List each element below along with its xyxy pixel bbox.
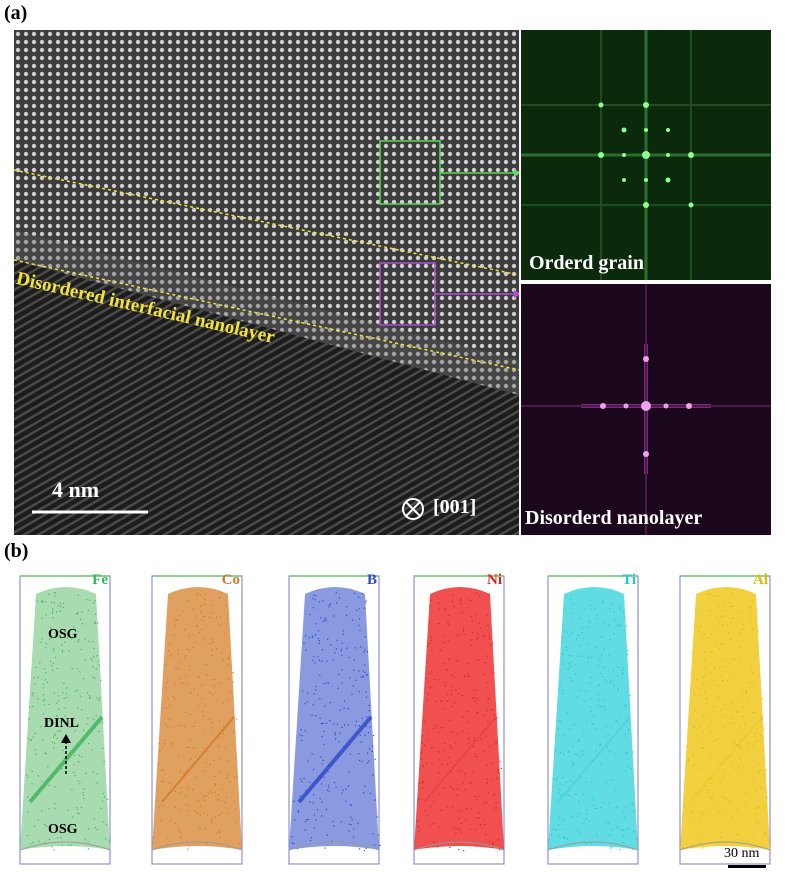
interfacial-band-ni xyxy=(423,716,497,803)
osg-bottom-label: OSG xyxy=(48,822,78,837)
apt-map-fe: Fe OSG DINL OSG xyxy=(18,572,114,867)
lower-interface-line xyxy=(14,259,519,371)
apt-map-al: Al xyxy=(678,572,774,867)
hrtem-image: Disordered interfacial nanolayer 4 nm [0… xyxy=(14,30,519,535)
zone-axis-icon xyxy=(402,498,424,520)
dinl-label: DINL xyxy=(44,716,80,731)
apt-tip-b xyxy=(289,587,379,850)
element-label-fe: Fe xyxy=(92,572,108,588)
element-label-co: Co xyxy=(221,572,240,588)
apt-map-ni: Ni xyxy=(412,572,508,867)
apt-map-ti: Ti xyxy=(546,572,642,867)
interfacial-band-al xyxy=(689,716,763,803)
fft-disordered-label: Disorderd nanolayer xyxy=(525,507,703,529)
fft-ordered-grain: Orderd grain xyxy=(521,30,771,280)
interfacial-band-fe xyxy=(28,715,104,804)
interfacial-band-ti xyxy=(557,716,631,803)
zone-axis-label: [001] xyxy=(433,496,477,518)
element-label-ti: Ti xyxy=(622,572,636,588)
element-label-ni: Ni xyxy=(487,572,502,588)
upper-interface-line xyxy=(14,169,519,276)
apt-scale-bar-label: 30 nm xyxy=(724,846,760,861)
panel-b-label: (b) xyxy=(4,540,29,562)
apt-map-co: Co xyxy=(150,572,246,867)
interfacial-band-co xyxy=(161,716,235,803)
apt-tip-al xyxy=(680,587,770,850)
interfacial-band-b xyxy=(297,715,373,804)
apt-tip-co xyxy=(152,587,242,850)
apt-scale-bar-line xyxy=(728,865,766,868)
panel-a-label: (a) xyxy=(4,2,28,24)
fft-disordered-nanolayer: Disorderd nanolayer xyxy=(521,284,771,535)
scale-bar-label: 4 nm xyxy=(52,477,100,502)
fft-ordered-label: Orderd grain xyxy=(529,252,644,274)
element-label-b: B xyxy=(366,572,377,588)
dinl-arrow xyxy=(61,734,71,774)
osg-top-label: OSG xyxy=(48,627,78,642)
apt-map-b: B xyxy=(287,572,383,867)
element-label-al: Al xyxy=(753,572,768,588)
apt-tip-ti xyxy=(548,587,638,850)
apt-tip-ni xyxy=(414,587,504,850)
